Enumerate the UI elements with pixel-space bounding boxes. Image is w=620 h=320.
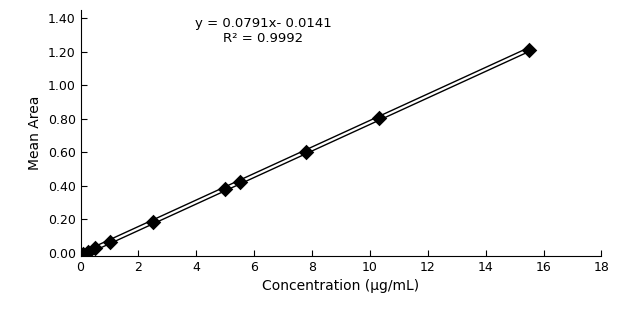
Point bbox=[83, 249, 93, 254]
Text: y = 0.0791x- 0.0141
R² = 0.9992: y = 0.0791x- 0.0141 R² = 0.9992 bbox=[195, 17, 331, 45]
Point bbox=[235, 180, 245, 185]
Point bbox=[301, 149, 311, 154]
Point bbox=[374, 116, 384, 121]
Point bbox=[220, 186, 230, 191]
Point bbox=[79, 251, 89, 256]
Y-axis label: Mean Area: Mean Area bbox=[28, 96, 42, 170]
Point bbox=[148, 219, 158, 224]
X-axis label: Concentration (µg/mL): Concentration (µg/mL) bbox=[262, 279, 420, 293]
Point bbox=[524, 47, 534, 52]
Point bbox=[105, 239, 115, 244]
Point bbox=[90, 246, 100, 251]
